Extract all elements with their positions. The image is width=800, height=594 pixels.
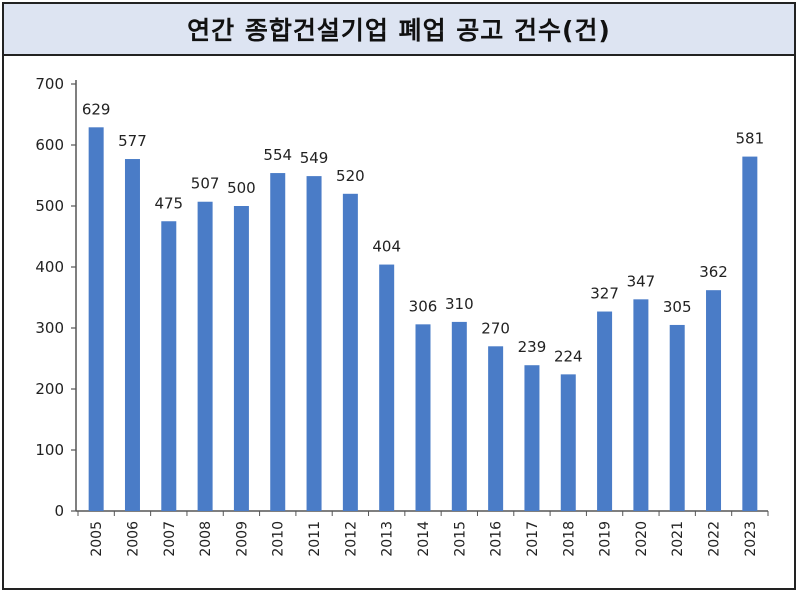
x-tick-label-2022: 2022: [707, 521, 723, 557]
bar-2020: [633, 299, 649, 511]
x-tick-label-2007: 2007: [162, 521, 178, 557]
bar-2013: [379, 264, 395, 511]
x-tick-label-2006: 2006: [125, 521, 141, 557]
data-label-2008: 507: [191, 175, 220, 193]
data-label-2014: 306: [409, 297, 438, 315]
data-label-2012: 520: [336, 167, 365, 185]
data-label-2013: 404: [372, 238, 401, 256]
bar-2021: [669, 324, 685, 511]
data-label-2005: 629: [82, 100, 111, 118]
bar-2016: [488, 346, 504, 511]
x-tick-label-2013: 2013: [380, 521, 396, 557]
y-tick-label: 0: [54, 502, 64, 520]
data-label-2019: 327: [590, 285, 619, 303]
data-label-2018: 224: [554, 347, 583, 365]
y-tick-label: 400: [35, 258, 64, 276]
data-label-2009: 500: [227, 179, 256, 197]
bar-2009: [233, 206, 249, 511]
x-tick-label-2009: 2009: [234, 521, 250, 557]
data-label-2021: 305: [663, 298, 692, 316]
data-label-2022: 362: [699, 263, 728, 281]
bar-2010: [270, 173, 286, 511]
data-label-2007: 475: [154, 194, 183, 212]
bar-2006: [124, 159, 140, 511]
y-tick-label: 700: [35, 75, 64, 93]
x-tick-label-2020: 2020: [634, 521, 650, 557]
bar-2023: [742, 156, 758, 511]
data-label-2023: 581: [736, 130, 765, 148]
bar-2007: [161, 221, 177, 511]
x-tick-label-2014: 2014: [416, 521, 432, 557]
data-label-2006: 577: [118, 132, 147, 150]
x-tick-label-2023: 2023: [743, 521, 759, 557]
y-tick-label: 500: [35, 197, 64, 215]
data-label-2011: 549: [300, 149, 329, 167]
bar-2005: [88, 127, 104, 511]
bar-2015: [451, 321, 467, 511]
x-tick-label-2010: 2010: [271, 521, 287, 557]
x-tick-label-2008: 2008: [198, 521, 214, 557]
x-tick-label-2005: 2005: [89, 521, 105, 557]
x-tick-label-2021: 2021: [670, 521, 686, 557]
x-tick-label-2019: 2019: [598, 521, 614, 557]
bar-2022: [706, 290, 722, 511]
bar-2011: [306, 176, 322, 512]
data-label-2015: 310: [445, 295, 474, 313]
y-tick-label: 600: [35, 136, 64, 154]
bar-2018: [560, 374, 576, 511]
data-label-2010: 554: [263, 146, 292, 164]
bar-2012: [342, 193, 358, 512]
data-label-2017: 239: [518, 338, 547, 356]
x-tick-label-2017: 2017: [525, 521, 541, 557]
y-tick-label: 200: [35, 380, 64, 398]
x-tick-label-2016: 2016: [489, 521, 505, 557]
chart-title: 연간 종합건설기업 폐업 공고 건수(건): [187, 16, 611, 45]
x-tick-label-2012: 2012: [343, 521, 359, 557]
y-tick-label: 100: [35, 441, 64, 459]
data-label-2020: 347: [627, 272, 656, 290]
data-label-2016: 270: [481, 319, 510, 337]
y-tick-label: 300: [35, 319, 64, 337]
x-tick-label-2018: 2018: [561, 521, 577, 557]
title-bar: 연간 종합건설기업 폐업 공고 건수(건): [4, 4, 794, 56]
x-tick-label-2015: 2015: [452, 521, 468, 557]
bar-2019: [597, 311, 613, 511]
bar-2017: [524, 365, 540, 511]
bar-2014: [415, 324, 431, 511]
bar-2008: [197, 201, 213, 512]
x-tick-label-2011: 2011: [307, 521, 323, 557]
